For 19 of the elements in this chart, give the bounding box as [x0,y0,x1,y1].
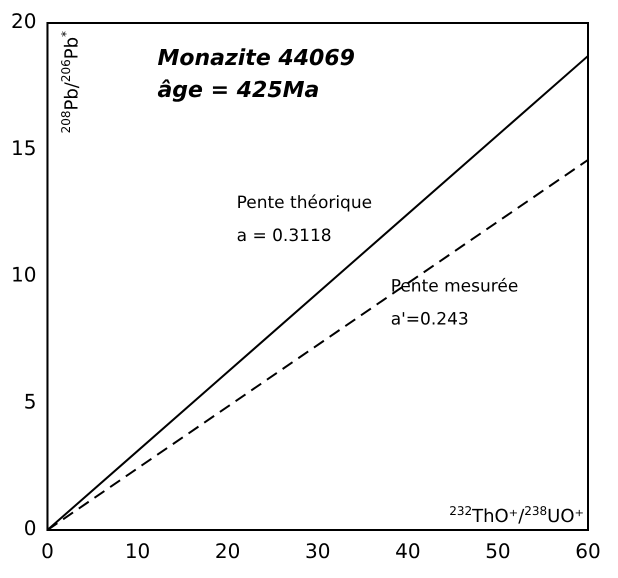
y-tick-label: 0 [24,516,36,540]
y-tick-label: 15 [10,136,36,160]
y-tick-label: 5 [24,389,36,414]
annotation: Pente mesurée [390,276,518,297]
x-tick-label: 10 [124,539,150,564]
annotation: a'=0.243 [390,310,469,330]
text: Monazite 44069 [157,46,355,71]
x-tick-label: 20 [214,539,240,564]
text: âge = 425Ma [157,78,320,103]
annotation: a = 0.3118 [236,226,332,246]
annotation: Pente théorique [236,193,372,214]
x-tick-label: 0 [41,539,54,564]
x-tick-label: 50 [485,539,511,564]
x-tick-label: 40 [395,539,421,564]
y-tick-label: 20 [10,9,36,34]
x-tick-label: 30 [305,539,330,564]
x-tick-label: 60 [575,539,601,564]
y-axis-title: 208Pb/206Pb* [59,31,82,134]
y-tick-label: 10 [10,262,36,287]
